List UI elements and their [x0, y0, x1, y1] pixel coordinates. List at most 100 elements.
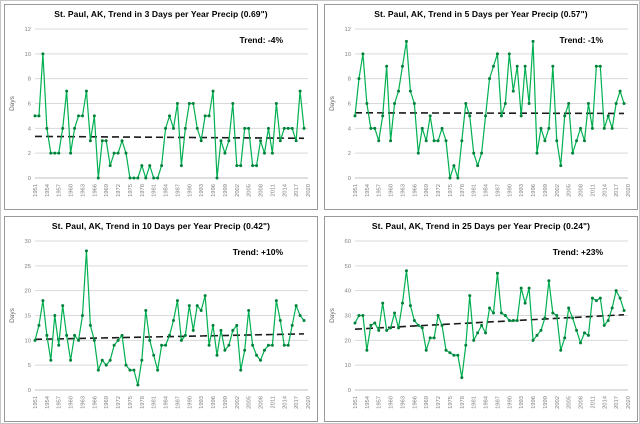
series-marker	[579, 341, 583, 345]
x-tick-label: 1975	[128, 184, 134, 197]
x-tick-label: 2005	[247, 396, 253, 409]
series-marker	[100, 358, 104, 362]
x-tick-label: 1990	[187, 396, 193, 409]
series-marker	[120, 139, 124, 143]
series-marker	[571, 316, 575, 320]
series-marker	[104, 363, 108, 367]
series-marker	[104, 139, 108, 143]
series-marker	[555, 139, 559, 143]
series-marker	[191, 328, 195, 332]
x-tick-label: 2014	[602, 183, 608, 197]
series-marker	[140, 358, 144, 362]
series-marker	[92, 338, 96, 342]
series-marker	[203, 114, 207, 118]
series-marker	[57, 151, 61, 155]
series-marker	[116, 151, 120, 155]
x-tick-label: 1996	[531, 184, 537, 197]
x-tick-label: 1969	[424, 184, 430, 197]
x-tick-label: 1990	[507, 396, 513, 409]
trend-dashed-line	[354, 112, 625, 115]
y-tick-label: 0	[348, 176, 351, 182]
series-marker	[235, 164, 239, 168]
series-marker	[80, 314, 84, 317]
x-tick-label: 1978	[140, 184, 146, 197]
series-marker	[408, 304, 412, 308]
series-marker	[484, 114, 488, 118]
series-marker	[282, 343, 286, 347]
series-marker	[385, 328, 389, 332]
series-marker	[448, 176, 452, 180]
series-marker	[511, 89, 515, 93]
y-tick-label: 10	[25, 52, 31, 58]
series-marker	[579, 126, 583, 130]
series-marker	[586, 102, 590, 105]
series-line	[354, 40, 625, 179]
series-marker	[266, 343, 270, 347]
series-marker	[112, 343, 116, 347]
series-marker	[251, 343, 255, 347]
y-tick-label: 15	[25, 314, 31, 320]
series-marker	[365, 102, 369, 105]
series-marker	[33, 338, 37, 342]
y-tick-label: 0	[28, 388, 31, 394]
series-marker	[247, 309, 251, 313]
trend-dashed-line	[34, 135, 305, 140]
series-marker	[211, 89, 215, 93]
x-tick-label: 2020	[626, 396, 632, 409]
series-marker	[199, 309, 203, 313]
series-marker	[223, 151, 227, 155]
x-tick-label: 2017	[614, 184, 620, 197]
series-marker	[488, 77, 492, 81]
x-tick-label: 1993	[519, 184, 525, 197]
x-tick-label: 1960	[69, 184, 75, 197]
series-marker	[531, 39, 535, 43]
series-marker	[290, 126, 294, 130]
series-marker	[381, 301, 385, 305]
y-tick-label: 50	[345, 264, 351, 270]
series-marker	[239, 368, 243, 372]
series-marker	[302, 318, 306, 322]
y-tick-label: 12	[345, 27, 351, 33]
series-marker	[491, 64, 495, 68]
series-marker	[527, 102, 531, 105]
series-marker	[464, 102, 468, 105]
x-tick-label: 2011	[270, 396, 276, 408]
series-marker	[164, 126, 168, 130]
series-marker	[61, 304, 65, 308]
series-marker	[302, 126, 306, 130]
series-marker	[53, 314, 57, 317]
series-marker	[187, 102, 191, 105]
series-marker	[278, 318, 282, 322]
x-tick-label: 1963	[80, 184, 86, 197]
y-tick-label: 60	[345, 239, 351, 245]
series-marker	[519, 286, 523, 290]
series-marker	[420, 326, 424, 330]
series-marker	[440, 323, 444, 327]
series-marker	[563, 336, 567, 340]
series-marker	[373, 321, 377, 325]
series-marker	[84, 89, 88, 93]
x-tick-label: 1978	[140, 396, 146, 409]
series-marker	[571, 151, 575, 155]
series-marker	[175, 102, 179, 105]
series-marker	[49, 151, 53, 155]
series-marker	[472, 151, 476, 155]
series-marker	[460, 376, 464, 380]
series-marker	[73, 126, 77, 130]
x-tick-label: 1954	[45, 395, 51, 409]
chart-title-5day: St. Paul, AK, Trend in 5 Days per Year P…	[374, 9, 588, 19]
x-tick-label: 1966	[92, 396, 98, 409]
series-marker	[610, 306, 614, 310]
series-marker	[207, 343, 211, 347]
series-marker	[278, 139, 282, 143]
series-marker	[179, 164, 183, 168]
x-tick-label: 2002	[235, 184, 241, 197]
x-tick-label: 1963	[400, 184, 406, 197]
series-marker	[84, 249, 88, 253]
y-axis-label: Days	[329, 95, 336, 111]
trend-dashed-line	[354, 313, 625, 330]
series-marker	[389, 139, 393, 143]
series-marker	[468, 294, 472, 298]
series-marker	[243, 126, 247, 130]
series-marker	[456, 353, 460, 357]
